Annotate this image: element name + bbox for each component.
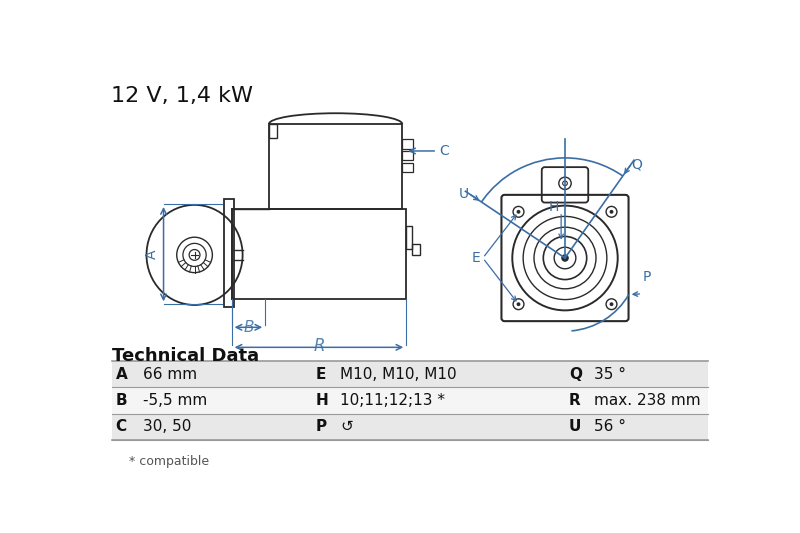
Text: C: C <box>439 144 450 158</box>
Bar <box>112 414 708 440</box>
Bar <box>406 225 412 249</box>
Circle shape <box>610 210 614 214</box>
Text: 66 mm: 66 mm <box>142 367 197 382</box>
Bar <box>269 124 277 138</box>
Text: M10, M10, M10: M10, M10, M10 <box>340 367 457 382</box>
Text: P: P <box>642 270 650 284</box>
Text: P: P <box>315 419 326 434</box>
Bar <box>412 244 420 255</box>
Bar <box>232 209 406 299</box>
Text: U: U <box>569 419 582 434</box>
Text: Technical Data: Technical Data <box>112 346 258 365</box>
Circle shape <box>562 255 568 261</box>
Text: 56 °: 56 ° <box>594 419 626 434</box>
Text: -5,5 mm: -5,5 mm <box>142 393 207 408</box>
Circle shape <box>517 302 521 306</box>
Text: A: A <box>145 249 159 259</box>
Text: U: U <box>458 187 469 201</box>
Bar <box>269 124 402 209</box>
Text: 12 V, 1,4 kW: 12 V, 1,4 kW <box>111 85 253 106</box>
Text: A: A <box>115 367 127 382</box>
Bar <box>224 199 234 306</box>
Bar <box>402 163 413 172</box>
Bar <box>112 387 708 414</box>
Text: Q: Q <box>569 367 582 382</box>
Text: ↺: ↺ <box>340 419 353 434</box>
Text: H: H <box>548 200 558 214</box>
Bar <box>402 140 413 149</box>
Text: Q: Q <box>631 158 642 172</box>
Circle shape <box>517 210 521 214</box>
Text: R: R <box>569 393 581 408</box>
Text: 10;11;12;13 *: 10;11;12;13 * <box>340 393 446 408</box>
Text: * compatible: * compatible <box>129 455 209 468</box>
Text: 35 °: 35 ° <box>594 367 626 382</box>
Circle shape <box>610 302 614 306</box>
Text: max. 238 mm: max. 238 mm <box>594 393 701 408</box>
Bar <box>112 361 708 387</box>
Text: E: E <box>472 251 481 265</box>
Bar <box>402 151 413 160</box>
Text: H: H <box>315 393 328 408</box>
Text: R: R <box>313 337 325 355</box>
Text: C: C <box>115 419 126 434</box>
Text: 30, 50: 30, 50 <box>142 419 191 434</box>
Text: B: B <box>243 320 254 335</box>
Text: E: E <box>315 367 326 382</box>
Text: B: B <box>115 393 127 408</box>
